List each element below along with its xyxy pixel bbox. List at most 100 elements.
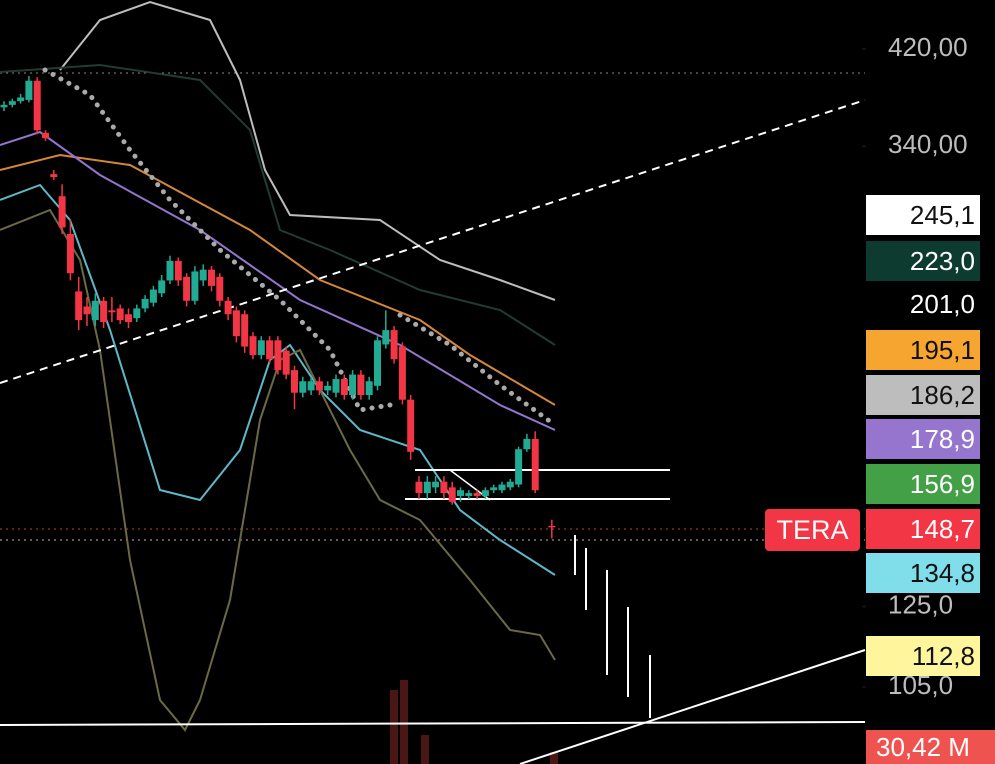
candle-body bbox=[249, 336, 257, 355]
candle-body bbox=[506, 481, 514, 488]
candle-body bbox=[17, 97, 25, 102]
candle-body bbox=[183, 276, 191, 301]
candle-body bbox=[141, 298, 149, 309]
candle-body bbox=[91, 300, 99, 321]
indicator-line bbox=[0, 183, 556, 576]
candle-body bbox=[282, 350, 290, 375]
candle-body bbox=[531, 438, 539, 491]
candle-body bbox=[457, 490, 464, 496]
candle-body bbox=[291, 370, 298, 393]
candle-body bbox=[274, 340, 282, 371]
price-tag: 245,1 bbox=[866, 195, 980, 235]
price-tag: 201,0 bbox=[866, 284, 980, 324]
candle-body bbox=[100, 300, 108, 323]
candle-body bbox=[498, 484, 506, 491]
volume-bar bbox=[390, 690, 398, 764]
sar-dots bbox=[397, 312, 558, 428]
candle-body bbox=[407, 399, 415, 452]
candles bbox=[0, 76, 556, 539]
candle-body bbox=[490, 487, 498, 491]
candle-body bbox=[465, 493, 473, 496]
price-tag: 30,42 M bbox=[866, 730, 995, 764]
candle-body bbox=[8, 101, 16, 105]
candle-body bbox=[232, 310, 240, 337]
candle-body bbox=[349, 374, 357, 396]
candle-body bbox=[33, 80, 41, 131]
candle-body bbox=[108, 310, 116, 313]
candle-body bbox=[440, 481, 448, 494]
volume-bar bbox=[400, 680, 408, 764]
candle-body bbox=[390, 330, 398, 360]
candle-body bbox=[25, 80, 33, 100]
price-tag: 156,9 bbox=[866, 464, 980, 504]
candle-body bbox=[116, 308, 124, 321]
candle-body bbox=[365, 381, 373, 396]
candle-body bbox=[315, 381, 323, 391]
candle-body bbox=[266, 340, 274, 360]
candle-body bbox=[415, 481, 423, 494]
volume-bar bbox=[550, 752, 558, 764]
candle-body bbox=[340, 379, 348, 396]
candle-body bbox=[374, 340, 381, 386]
indicator-line bbox=[59, 0, 556, 301]
candle-body bbox=[199, 269, 207, 281]
candle-body bbox=[382, 330, 390, 345]
candle-body bbox=[241, 314, 249, 347]
price-tag: 112,8 bbox=[866, 636, 980, 676]
price-tag: 223,0 bbox=[866, 241, 980, 281]
trend-line bbox=[519, 649, 866, 764]
candle-body bbox=[548, 525, 556, 528]
candle-body bbox=[191, 271, 199, 301]
candle-body bbox=[0, 104, 8, 108]
candle-body bbox=[50, 174, 58, 178]
candle-body bbox=[75, 291, 83, 321]
candle-body bbox=[149, 289, 157, 303]
y-tick-label: 340,00 bbox=[888, 129, 968, 159]
projection-bars bbox=[574, 535, 651, 718]
price-tag: 186,2 bbox=[866, 375, 980, 415]
candle-body bbox=[66, 233, 74, 274]
candle-body bbox=[174, 260, 182, 281]
indicator-line bbox=[0, 63, 556, 346]
support-line bbox=[0, 721, 866, 726]
price-tag: 178,9 bbox=[866, 419, 980, 459]
candle-body bbox=[299, 381, 307, 393]
trend-line bbox=[0, 99, 866, 384]
candle-body bbox=[42, 132, 49, 139]
candle-body bbox=[166, 260, 174, 281]
candle-body bbox=[324, 385, 332, 391]
candle-body bbox=[481, 490, 489, 496]
candle-body bbox=[332, 379, 340, 393]
price-tag: 195,1 bbox=[866, 330, 980, 370]
candle-body bbox=[257, 340, 265, 355]
candle-body bbox=[208, 269, 215, 286]
candle-body bbox=[398, 346, 406, 400]
y-tick-label: 420,00 bbox=[888, 32, 968, 62]
symbol-tag: TERA bbox=[765, 509, 860, 551]
price-tag: 134,8 bbox=[866, 553, 980, 593]
indicator-line bbox=[0, 153, 556, 406]
candle-body bbox=[158, 280, 166, 294]
candle-body bbox=[423, 481, 431, 494]
overlays bbox=[0, 0, 866, 764]
candle-body bbox=[473, 493, 481, 496]
candle-body bbox=[83, 306, 91, 315]
y-tick-label: 125,0 bbox=[888, 590, 953, 620]
candle-body bbox=[523, 438, 531, 450]
candle-body bbox=[58, 196, 66, 228]
candle-body bbox=[125, 314, 132, 323]
volume-bar bbox=[421, 735, 429, 764]
candle-body bbox=[133, 308, 141, 319]
candle-body bbox=[357, 374, 365, 396]
candle-body bbox=[216, 276, 224, 301]
candle-body bbox=[515, 449, 523, 485]
price-tag: 148,7 bbox=[866, 509, 980, 549]
candle-body bbox=[307, 381, 315, 391]
candle-body bbox=[448, 487, 456, 502]
indicator-line bbox=[0, 130, 556, 431]
candle-body bbox=[224, 300, 232, 315]
sar-dots bbox=[42, 67, 393, 413]
